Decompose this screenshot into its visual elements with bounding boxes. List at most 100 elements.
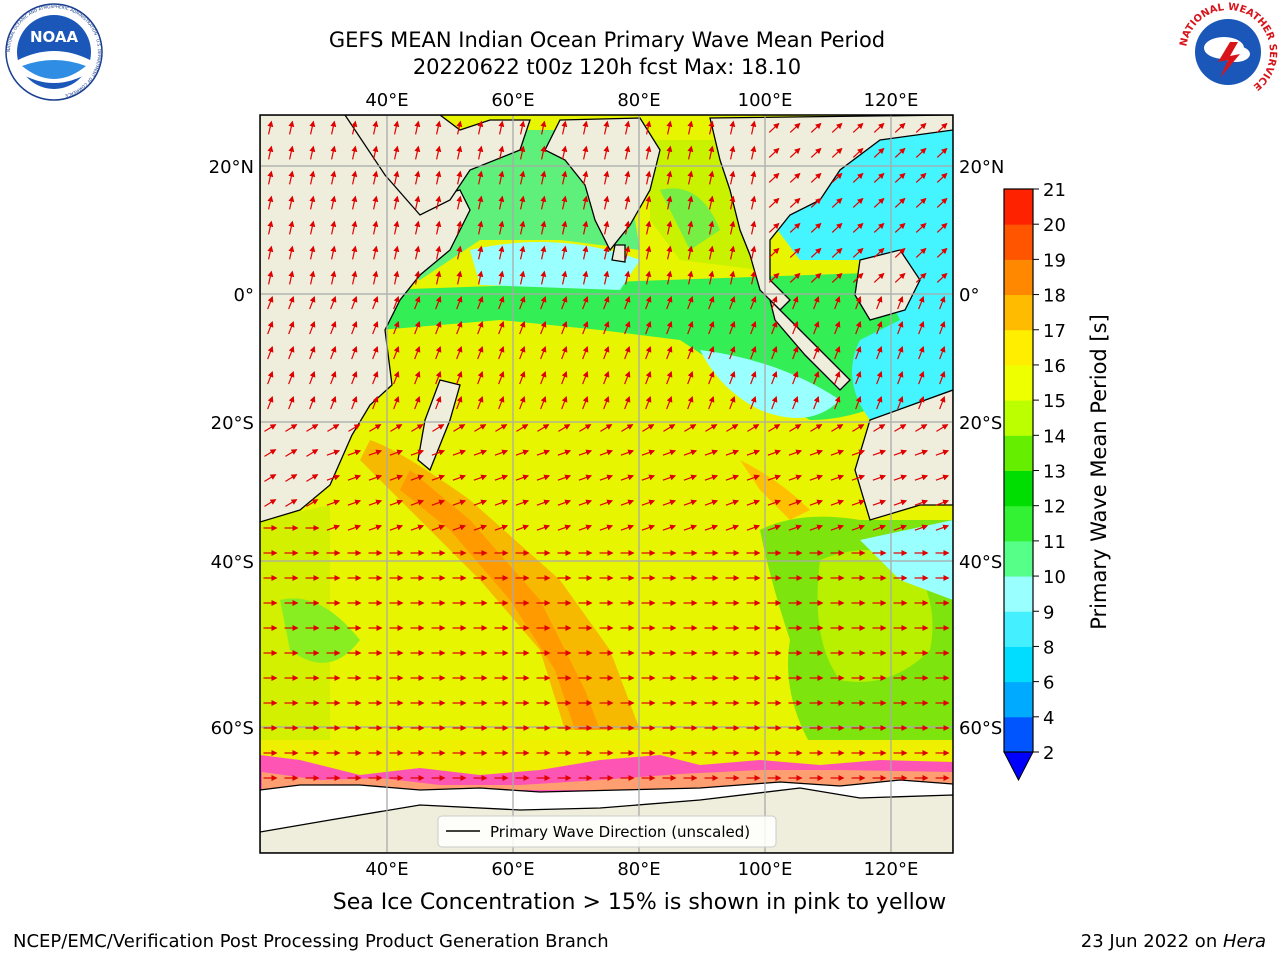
chart-subtitle: 20220622 t00z 120h fcst Max: 18.10: [412, 55, 802, 79]
wave-arrow: [809, 449, 824, 456]
wave-arrow: [687, 321, 694, 335]
wave-arrow: [326, 474, 341, 481]
wave-arrow: [351, 145, 358, 160]
wave-arrow: [624, 195, 631, 210]
wave-arrow: [393, 245, 400, 260]
wave-arrow: [789, 172, 801, 183]
wave-arrow: [789, 122, 801, 133]
wave-arrow: [873, 222, 885, 233]
wave-arrow: [684, 424, 697, 432]
wave-arrow: [750, 170, 757, 185]
wave-arrow: [372, 346, 379, 360]
wave-arrow: [330, 371, 337, 385]
wave-arrow: [267, 145, 274, 160]
wave-arrow: [600, 424, 613, 432]
wave-arrow: [498, 220, 505, 235]
footer-credit: NCEP/EMC/Verification Post Processing Pr…: [13, 931, 609, 952]
wave-arrow: [893, 524, 908, 531]
wave-arrow: [456, 296, 463, 310]
land-sumatra: [768, 297, 851, 391]
wave-arrow: [789, 147, 801, 158]
wave-arrow: [663, 424, 676, 432]
wave-arrow: [788, 524, 803, 531]
wave-arrow: [368, 474, 383, 481]
wave-arrow: [831, 272, 843, 283]
wave-arrow: [897, 396, 904, 410]
wave-arrow: [267, 195, 274, 210]
wave-arrow: [368, 499, 383, 506]
wave-arrow: [666, 245, 673, 260]
wave-arrow: [582, 220, 589, 235]
wave-arrow: [729, 145, 736, 160]
wave-arrow: [347, 449, 362, 456]
colorbar-segment-6: [1004, 505, 1033, 542]
wave-arrow: [414, 195, 421, 210]
wave-arrow: [855, 321, 862, 335]
wave-arrow: [309, 220, 316, 235]
wave-arrow: [708, 145, 715, 160]
wave-arrow: [603, 270, 610, 285]
wave-arrow: [498, 296, 505, 310]
wave-arrow: [557, 524, 572, 531]
wave-arrow: [894, 197, 906, 208]
wave-arrow: [351, 245, 358, 260]
wave-arrow: [473, 524, 488, 531]
wave-arrow: [288, 270, 295, 285]
colorbar-tick-label-0: 2: [1043, 743, 1054, 764]
lat-tick-right-4: 60°S: [959, 718, 1002, 739]
wave-arrow: [813, 296, 820, 310]
wave-arrow: [789, 197, 801, 208]
wave-arrow: [768, 272, 780, 283]
colorbar-tick-label-4: 9: [1043, 602, 1054, 623]
land-srilanka: [611, 244, 626, 263]
colorbar: 2 4 6 8 9 10 11 12 13 14 15 16 17 18 19 20 21: [1003, 180, 1066, 782]
wave-arrow: [477, 321, 484, 335]
wave-arrow: [873, 122, 885, 133]
wave-arrow: [288, 120, 295, 135]
wave-arrow: [872, 474, 887, 481]
map-legend: Primary Wave Direction (unscaled): [437, 815, 777, 848]
wave-arrow: [515, 524, 530, 531]
wave-arrow: [935, 524, 950, 531]
colorbar-tick-label-14: 19: [1043, 250, 1066, 271]
wave-arrow: [561, 321, 568, 335]
wave-arrow: [477, 346, 484, 360]
wave-arrow: [915, 272, 927, 283]
wave-arrow: [494, 449, 509, 456]
wave-arrow: [540, 270, 547, 285]
wave-arrow: [852, 247, 864, 258]
wave-arrow: [603, 296, 610, 310]
wave-arrow: [810, 272, 822, 283]
wave-arrow: [851, 524, 866, 531]
wave-arrow: [369, 424, 382, 432]
wave-arrow: [894, 272, 906, 283]
wave-arrow: [918, 321, 925, 335]
wave-arrow: [494, 499, 509, 506]
wave-arrow: [561, 346, 568, 360]
wave-arrow: [767, 524, 782, 531]
lat-tick-right-3: 40°S: [959, 552, 1002, 573]
wave-arrow: [330, 145, 337, 160]
wave-arrow: [897, 371, 904, 385]
wave-arrow: [788, 474, 803, 481]
wave-arrow: [498, 245, 505, 260]
wave-arrow: [351, 170, 358, 185]
wave-arrow: [540, 170, 547, 185]
wave-arrow: [435, 220, 442, 235]
wave-arrow: [831, 197, 843, 208]
colorbar-tick-label-11: 16: [1043, 356, 1066, 377]
wave-arrow: [536, 524, 551, 531]
colorbar-label: Primary Wave Mean Period [s]: [1087, 314, 1111, 630]
wave-arrow: [809, 474, 824, 481]
noaa-logo-text: NOAA: [30, 28, 79, 46]
wave-arrow: [603, 346, 610, 360]
wave-arrow: [306, 499, 319, 507]
wave-arrow: [393, 396, 400, 410]
wave-arrow: [915, 424, 928, 432]
wave-arrow: [456, 145, 463, 160]
field-orange-core: [400, 470, 600, 730]
wave-arrow: [851, 499, 866, 506]
wave-arrow: [519, 296, 526, 310]
wave-arrow: [704, 524, 719, 531]
wave-arrow: [708, 220, 715, 235]
